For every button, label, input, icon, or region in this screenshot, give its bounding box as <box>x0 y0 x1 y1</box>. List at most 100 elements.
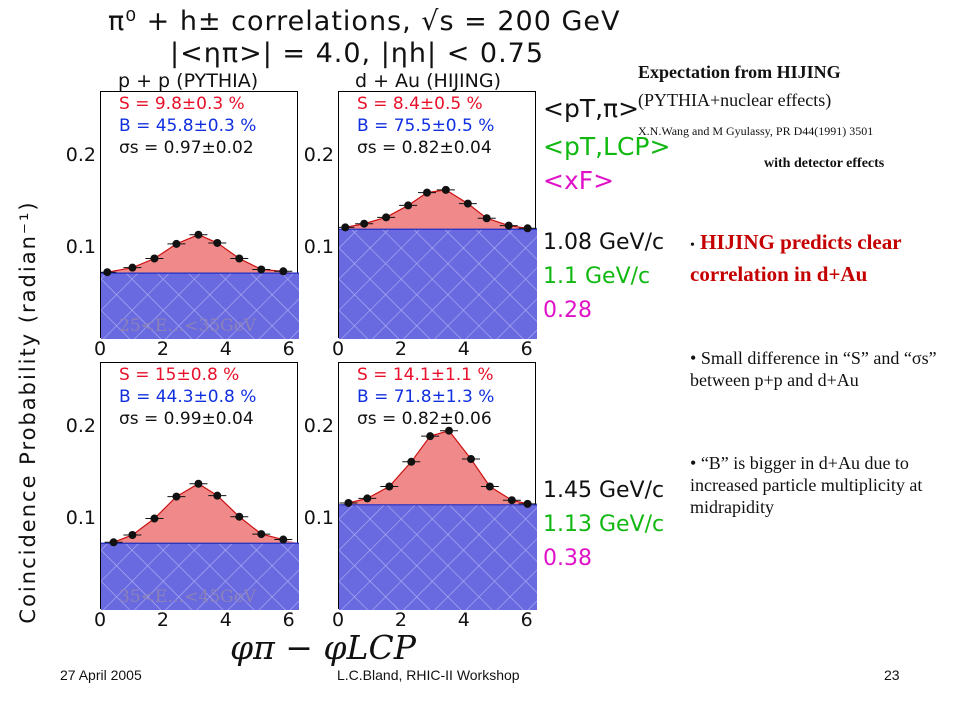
panel-plot <box>101 230 299 339</box>
data-point <box>426 432 435 441</box>
bullet-b-bigger: • “B” is bigger in d+Au due to increased… <box>690 453 923 517</box>
signal-region <box>339 430 537 505</box>
x-tick-label: 2 <box>394 609 407 631</box>
data-point <box>235 512 244 521</box>
expectation-title: Expectation from HIJING <box>638 62 841 82</box>
data-point <box>467 455 475 464</box>
panel-pp-high: S = 15±0.8 % B = 44.3±0.8 % σs = 0.99±0.… <box>100 362 299 610</box>
col-left-label: p + p (PYTHIA) <box>118 70 259 92</box>
x-tick-label: 2 <box>394 338 407 360</box>
panel-plot <box>101 479 299 610</box>
x-tick-label: 6 <box>282 609 295 631</box>
data-point <box>404 201 413 210</box>
background-label: B = 45.8±0.3 % <box>119 116 257 136</box>
footer-page: 23 <box>884 667 900 683</box>
legend-xf: <xF> <box>543 166 615 195</box>
slide-subtitle: |<ηπ>| = 4.0, |ηh| < 0.75 <box>170 38 545 69</box>
background-region <box>339 504 537 610</box>
data-point <box>507 496 516 505</box>
panel-dau-low: S = 8.4±0.5 % B = 75.5±0.5 % σs = 0.82±0… <box>338 91 537 339</box>
x-tick-label: 6 <box>520 338 533 360</box>
data-point <box>128 263 137 272</box>
data-point <box>344 498 353 507</box>
data-point <box>279 535 288 544</box>
data-point <box>485 482 494 491</box>
data-point <box>150 514 159 523</box>
data-point <box>463 199 472 208</box>
sigma-label: σs = 0.99±0.04 <box>119 409 254 429</box>
signal-region <box>101 483 299 544</box>
slide-title: π⁰ + h± correlations, √s = 200 GeV <box>108 6 621 37</box>
bullet-hijing: • HIJING predicts clear correlation in d… <box>690 230 902 286</box>
data-point <box>172 239 181 248</box>
signal-label: S = 14.1±1.1 % <box>357 365 494 385</box>
data-point <box>482 214 491 223</box>
data-point <box>423 188 431 197</box>
data-point <box>523 499 532 508</box>
data-point <box>213 238 222 247</box>
y-axis-label: Coincidence Probability (radian⁻¹) <box>16 200 40 624</box>
x-tick-label: 0 <box>332 338 345 360</box>
panel-plot <box>339 426 537 610</box>
data-point <box>504 221 513 230</box>
sigma-label: σs = 0.97±0.02 <box>119 138 254 158</box>
y-tick-label: 0.2 <box>65 144 96 167</box>
sigma-label: σs = 0.82±0.06 <box>357 409 492 429</box>
data-point <box>341 223 350 232</box>
data-point <box>103 268 112 277</box>
data-point <box>172 492 181 501</box>
row1-xf: 0.28 <box>543 298 592 323</box>
x-tick-label: 4 <box>457 609 470 631</box>
x-tick-label: 0 <box>332 609 345 631</box>
signal-label: S = 15±0.8 % <box>119 365 240 385</box>
fit-curve <box>348 430 528 505</box>
energy-range-label: 35<E…<45GeV <box>119 587 257 607</box>
x-tick-label: 6 <box>282 338 295 360</box>
data-point <box>194 230 203 239</box>
y-tick-label: 0.2 <box>303 415 334 438</box>
footer-center: L.C.Bland, RHIC-II Workshop <box>337 667 520 683</box>
x-tick-label: 4 <box>219 338 232 360</box>
reference-text: X.N.Wang and M Gyulassy, PR D44(1991) 35… <box>638 124 874 138</box>
y-tick-label: 0.1 <box>303 235 334 258</box>
signal-region <box>101 234 299 274</box>
footer-date: 27 April 2005 <box>60 667 142 683</box>
x-tick-label: 4 <box>457 338 470 360</box>
y-tick-label: 0.1 <box>65 235 96 258</box>
row2-pt-lcp: 1.13 GeV/c <box>543 512 665 537</box>
data-point <box>382 213 391 222</box>
data-point <box>128 530 137 539</box>
data-point <box>279 267 288 276</box>
sigma-label: σs = 0.82±0.04 <box>357 138 492 158</box>
y-tick-label: 0.1 <box>65 506 96 529</box>
data-point <box>194 479 203 488</box>
background-label: B = 71.8±1.3 % <box>357 387 495 407</box>
signal-label: S = 8.4±0.5 % <box>357 94 483 114</box>
panel-plot <box>339 185 537 339</box>
data-point <box>407 457 416 466</box>
data-point <box>213 491 222 500</box>
row2-pt-pi: 1.45 GeV/c <box>543 478 665 503</box>
expectation-subtitle: (PYTHIA+nuclear effects) <box>638 90 832 110</box>
x-axis-label: φπ − φLCP <box>230 628 416 667</box>
signal-label: S = 9.8±0.3 % <box>119 94 245 114</box>
data-point <box>360 219 369 228</box>
y-tick-label: 0.2 <box>65 415 96 438</box>
y-tick-label: 0.1 <box>303 506 334 529</box>
background-region <box>101 543 299 610</box>
panel-pp-low: S = 9.8±0.3 % B = 45.8±0.3 % σs = 0.97±0… <box>100 91 299 339</box>
fit-curve <box>345 189 528 229</box>
row1-pt-pi: 1.08 GeV/c <box>543 230 665 255</box>
data-point <box>109 538 118 547</box>
x-tick-label: 6 <box>520 609 533 631</box>
data-point <box>385 482 394 491</box>
data-point <box>235 254 244 263</box>
x-tick-label: 0 <box>94 609 107 631</box>
legend-pt-pi: <pT,π> <box>543 94 640 123</box>
row1-pt-lcp: 1.1 GeV/c <box>543 264 651 289</box>
x-tick-label: 2 <box>156 338 169 360</box>
data-point <box>150 254 159 263</box>
y-tick-label: 0.2 <box>303 144 334 167</box>
data-point <box>363 494 372 503</box>
panel-dau-high: S = 14.1±1.1 % B = 71.8±1.3 % σs = 0.82±… <box>338 362 537 610</box>
